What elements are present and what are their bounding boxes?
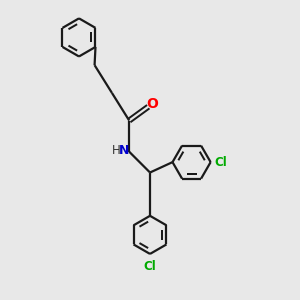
Text: N: N bbox=[119, 143, 129, 157]
Text: O: O bbox=[146, 97, 158, 111]
Text: Cl: Cl bbox=[215, 156, 227, 169]
Text: Cl: Cl bbox=[144, 260, 156, 273]
Text: H: H bbox=[112, 143, 120, 157]
